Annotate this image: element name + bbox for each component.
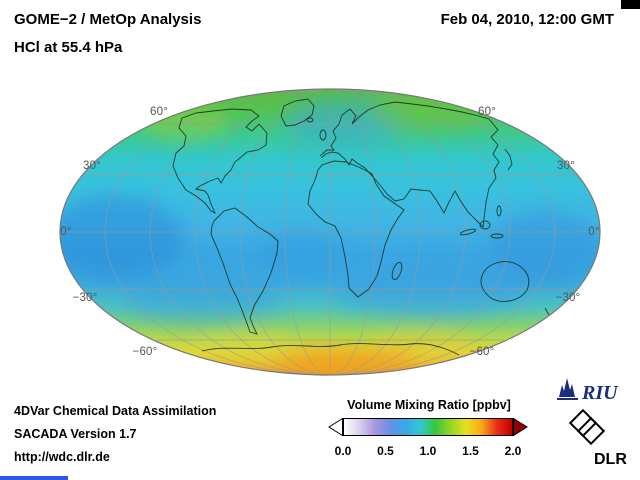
lat-label-right-30: 30°: [557, 160, 575, 172]
colorbar-gradient: [343, 418, 513, 436]
tick-1.5: 1.5: [462, 444, 479, 458]
lat-label-right-m30: −30°: [555, 292, 581, 304]
map-outline: [59, 88, 601, 376]
dlr-logo: DLR: [568, 408, 627, 468]
riu-logo-text: RIU: [581, 382, 619, 404]
colorbar-right-arrow-icon: [513, 418, 528, 436]
footer-line-version: SACADA Version 1.7: [14, 427, 137, 441]
colorbar-left-arrow-icon: [328, 418, 343, 436]
page-title: GOME−2 / MetOp Analysis: [14, 11, 202, 28]
lat-label-left-60: 60°: [150, 106, 168, 118]
dlr-emblem-icon: [568, 408, 606, 446]
lat-label-right-m60: −60°: [469, 346, 495, 358]
lat-label-left-m60: −60°: [132, 346, 158, 358]
screen-corner-black-bar: [621, 0, 640, 9]
footer-line-assimilation: 4DVar Chemical Data Assimilation: [14, 404, 217, 418]
timestamp: Feb 04, 2010, 12:00 GMT: [440, 11, 614, 28]
graticule: [60, 89, 600, 375]
footer-block: 4DVar Chemical Data Assimilation SACADA …: [14, 400, 216, 469]
page-subtitle: HCl at 55.4 hPa: [14, 39, 123, 56]
lat-label-left-30: 30°: [83, 160, 101, 172]
colorbar-title: Volume Mixing Ratio [ppbv]: [347, 398, 511, 412]
dlr-logo-text: DLR: [594, 451, 627, 468]
colorbar: Volume Mixing Ratio [ppbv] 0.0 0.5 1.0 1…: [328, 398, 530, 460]
lat-label-left-0: 0°: [60, 226, 72, 238]
lat-label-right-60: 60°: [478, 106, 496, 118]
riu-cathedral-icon: [557, 378, 578, 400]
tick-2.0: 2.0: [504, 444, 522, 458]
lat-label-right-0: 0°: [588, 226, 600, 238]
lat-label-left-m30: −30°: [72, 292, 98, 304]
tick-0.0: 0.0: [334, 444, 352, 458]
riu-logo: RIU: [557, 378, 619, 404]
coastlines: [172, 98, 554, 356]
taskbar-fragment: [0, 476, 68, 480]
tick-0.5: 0.5: [377, 444, 394, 458]
tick-1.0: 1.0: [419, 444, 437, 458]
footer-line-url: http://wdc.dlr.de: [14, 450, 110, 464]
colorbar-ticks: 0.0 0.5 1.0 1.5 2.0: [328, 444, 530, 460]
